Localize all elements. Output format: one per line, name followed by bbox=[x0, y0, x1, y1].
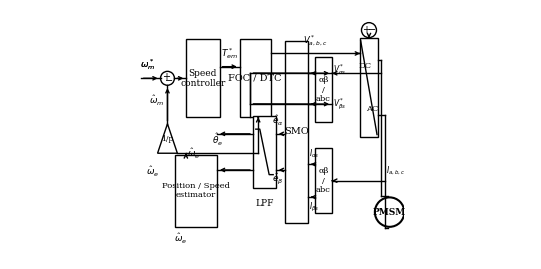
Text: αβ
/
abc: αβ / abc bbox=[316, 168, 331, 194]
Text: FOC / DTC: FOC / DTC bbox=[228, 74, 282, 83]
Text: +: + bbox=[362, 25, 370, 35]
FancyBboxPatch shape bbox=[186, 40, 220, 117]
Text: $\hat{\omega}_m$: $\hat{\omega}_m$ bbox=[149, 94, 165, 108]
Text: +: + bbox=[162, 72, 170, 82]
Text: $V_{\beta s}^*$: $V_{\beta s}^*$ bbox=[333, 96, 347, 112]
Text: $V_{\alpha s}^*$: $V_{\alpha s}^*$ bbox=[333, 63, 347, 77]
Text: $I_{\alpha s}$: $I_{\alpha s}$ bbox=[309, 148, 320, 160]
Text: $\omega_m^*$: $\omega_m^*$ bbox=[140, 57, 155, 72]
Text: $V_{a,b,c}^*$: $V_{a,b,c}^*$ bbox=[303, 33, 327, 48]
Text: DC: DC bbox=[359, 62, 372, 70]
Text: $\hat{e}_\beta$: $\hat{e}_\beta$ bbox=[272, 171, 284, 186]
Text: PMSM: PMSM bbox=[373, 208, 406, 217]
Text: −: − bbox=[166, 76, 174, 86]
Text: −: − bbox=[367, 25, 375, 35]
Text: $\hat{\omega}_e$: $\hat{\omega}_e$ bbox=[187, 147, 201, 161]
Text: αβ
/
abc: αβ / abc bbox=[316, 76, 331, 103]
FancyBboxPatch shape bbox=[253, 116, 276, 188]
Text: $I_{a,b,c}$: $I_{a,b,c}$ bbox=[386, 164, 405, 177]
Text: $\hat{\theta}_e$: $\hat{\theta}_e$ bbox=[212, 132, 223, 148]
Text: $T_{em}^*$: $T_{em}^*$ bbox=[221, 47, 238, 61]
FancyBboxPatch shape bbox=[285, 41, 308, 223]
Text: AC: AC bbox=[366, 105, 379, 114]
Text: Position / Speed
estimator: Position / Speed estimator bbox=[162, 182, 230, 199]
Text: Speed
controller: Speed controller bbox=[180, 69, 226, 88]
Text: $\hat{\omega}_e$: $\hat{\omega}_e$ bbox=[146, 165, 160, 179]
Text: $I_{\beta s}$: $I_{\beta s}$ bbox=[309, 201, 320, 214]
Text: LPF: LPF bbox=[255, 199, 274, 208]
Text: $\omega_m^*$: $\omega_m^*$ bbox=[140, 57, 155, 72]
Text: $\hat{e}_\alpha$: $\hat{e}_\alpha$ bbox=[272, 114, 284, 129]
FancyBboxPatch shape bbox=[240, 40, 270, 117]
FancyBboxPatch shape bbox=[315, 148, 332, 213]
Text: 1/p: 1/p bbox=[161, 134, 174, 143]
FancyBboxPatch shape bbox=[175, 155, 217, 227]
Text: SMO: SMO bbox=[284, 127, 309, 136]
Text: $\hat{\omega}_e$: $\hat{\omega}_e$ bbox=[174, 232, 187, 246]
FancyBboxPatch shape bbox=[360, 38, 378, 137]
FancyBboxPatch shape bbox=[315, 57, 332, 122]
